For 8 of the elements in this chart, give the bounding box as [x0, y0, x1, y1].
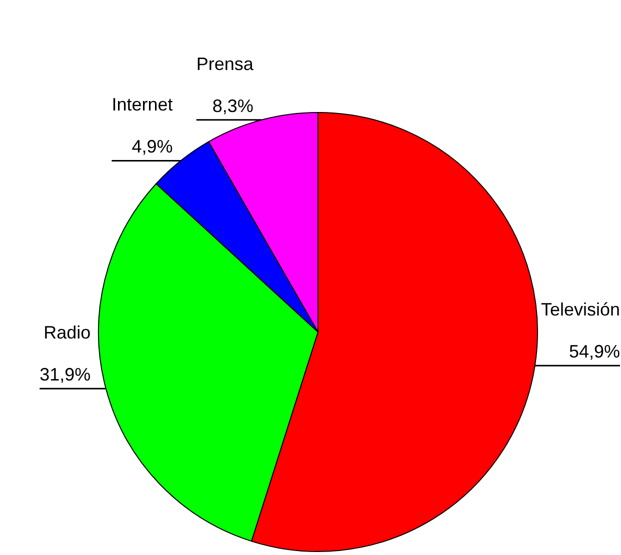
slice-label: Televisión — [540, 300, 620, 320]
data-label: 4,9% — [132, 136, 173, 157]
data-label: 8,3% — [212, 96, 254, 116]
data-label: 54,9% — [568, 342, 620, 362]
slice-label: Internet — [112, 94, 173, 115]
slice-label: Prensa — [196, 54, 254, 74]
data-label: 31,9% — [40, 364, 91, 385]
slice-label: Radio — [44, 322, 91, 343]
